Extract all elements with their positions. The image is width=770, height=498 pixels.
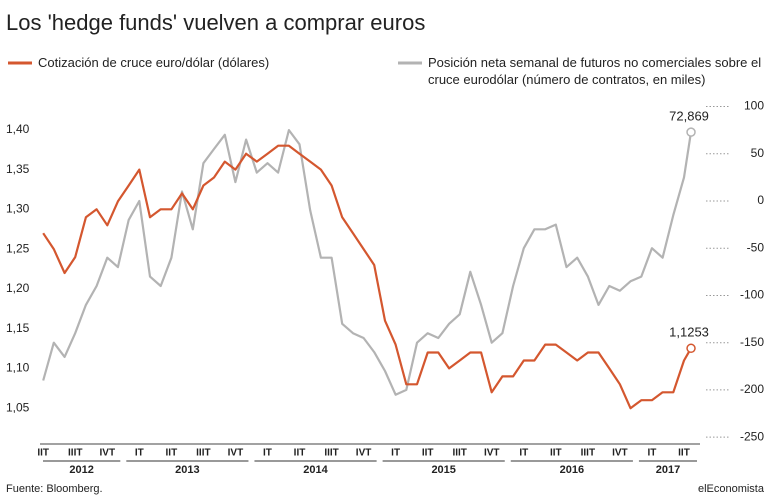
- x-tick-label: IVT: [484, 448, 500, 459]
- value-label: 72,869: [669, 109, 709, 124]
- series-line: [42, 144, 692, 410]
- y-tick-label: 1,20: [6, 281, 30, 295]
- x-tick-label: IIT: [37, 448, 49, 459]
- x-tick-label: IIT: [678, 448, 690, 459]
- chart-title: Los 'hedge funds' vuelven a comprar euro…: [6, 10, 425, 35]
- x-tick-label: IT: [135, 448, 144, 459]
- x-tick-label: IVT: [228, 448, 244, 459]
- y2-tick-label: 50: [751, 146, 765, 160]
- legend-label: Posición neta semanal de futuros no come…: [428, 55, 762, 87]
- y2-tick-label: -100: [740, 288, 764, 302]
- x-tick-label: IIT: [294, 448, 306, 459]
- x-tick-label: IIT: [422, 448, 434, 459]
- y2-tick-label: -150: [740, 335, 764, 349]
- x-tick-label: IT: [647, 448, 656, 459]
- year-label: 2016: [560, 464, 584, 476]
- end-marker: [686, 343, 696, 354]
- y2-tick-label: 100: [744, 99, 764, 113]
- y2-tick-label: -200: [740, 382, 764, 396]
- x-tick-label: IT: [391, 448, 400, 459]
- year-label: 2012: [69, 464, 93, 476]
- x-tick-label: IIIT: [68, 448, 82, 459]
- x-tick-label: IIIT: [452, 448, 466, 459]
- x-tick-label: IIT: [166, 448, 178, 459]
- year-label: 2014: [303, 464, 328, 476]
- legend-label: Cotización de cruce euro/dólar (dólares): [38, 55, 270, 70]
- y2-tick-label: -250: [740, 429, 764, 443]
- x-tick-label: IIIT: [581, 448, 595, 459]
- y2-tick-label: 0: [757, 193, 764, 207]
- x-tick-label: IIIT: [196, 448, 210, 459]
- year-label: 2013: [175, 464, 199, 476]
- y2-tick-label: -50: [747, 240, 765, 254]
- y-tick-label: 1,25: [6, 241, 30, 255]
- value-label: 1,1253: [669, 325, 709, 340]
- x-tick-label: IVT: [612, 448, 628, 459]
- y-tick-label: 1,05: [6, 400, 30, 414]
- x-tick-label: IVT: [100, 448, 116, 459]
- y-tick-label: 1,10: [6, 361, 30, 375]
- x-tick-label: IT: [263, 448, 272, 459]
- y-tick-label: 1,15: [6, 321, 30, 335]
- brand: elEconomista: [698, 483, 765, 495]
- y-tick-label: 1,30: [6, 202, 30, 216]
- x-tick-label: IIIT: [324, 448, 338, 459]
- year-label: 2017: [656, 464, 680, 476]
- x-tick-label: IVT: [356, 448, 372, 459]
- source: Fuente: Bloomberg.: [6, 483, 103, 495]
- series-line: [42, 129, 693, 396]
- end-marker: [686, 127, 696, 137]
- x-tick-label: IT: [519, 448, 528, 459]
- y-tick-label: 1,35: [6, 162, 30, 176]
- y-tick-label: 1,40: [6, 122, 30, 136]
- year-label: 2015: [431, 464, 455, 476]
- x-tick-label: IIT: [550, 448, 562, 459]
